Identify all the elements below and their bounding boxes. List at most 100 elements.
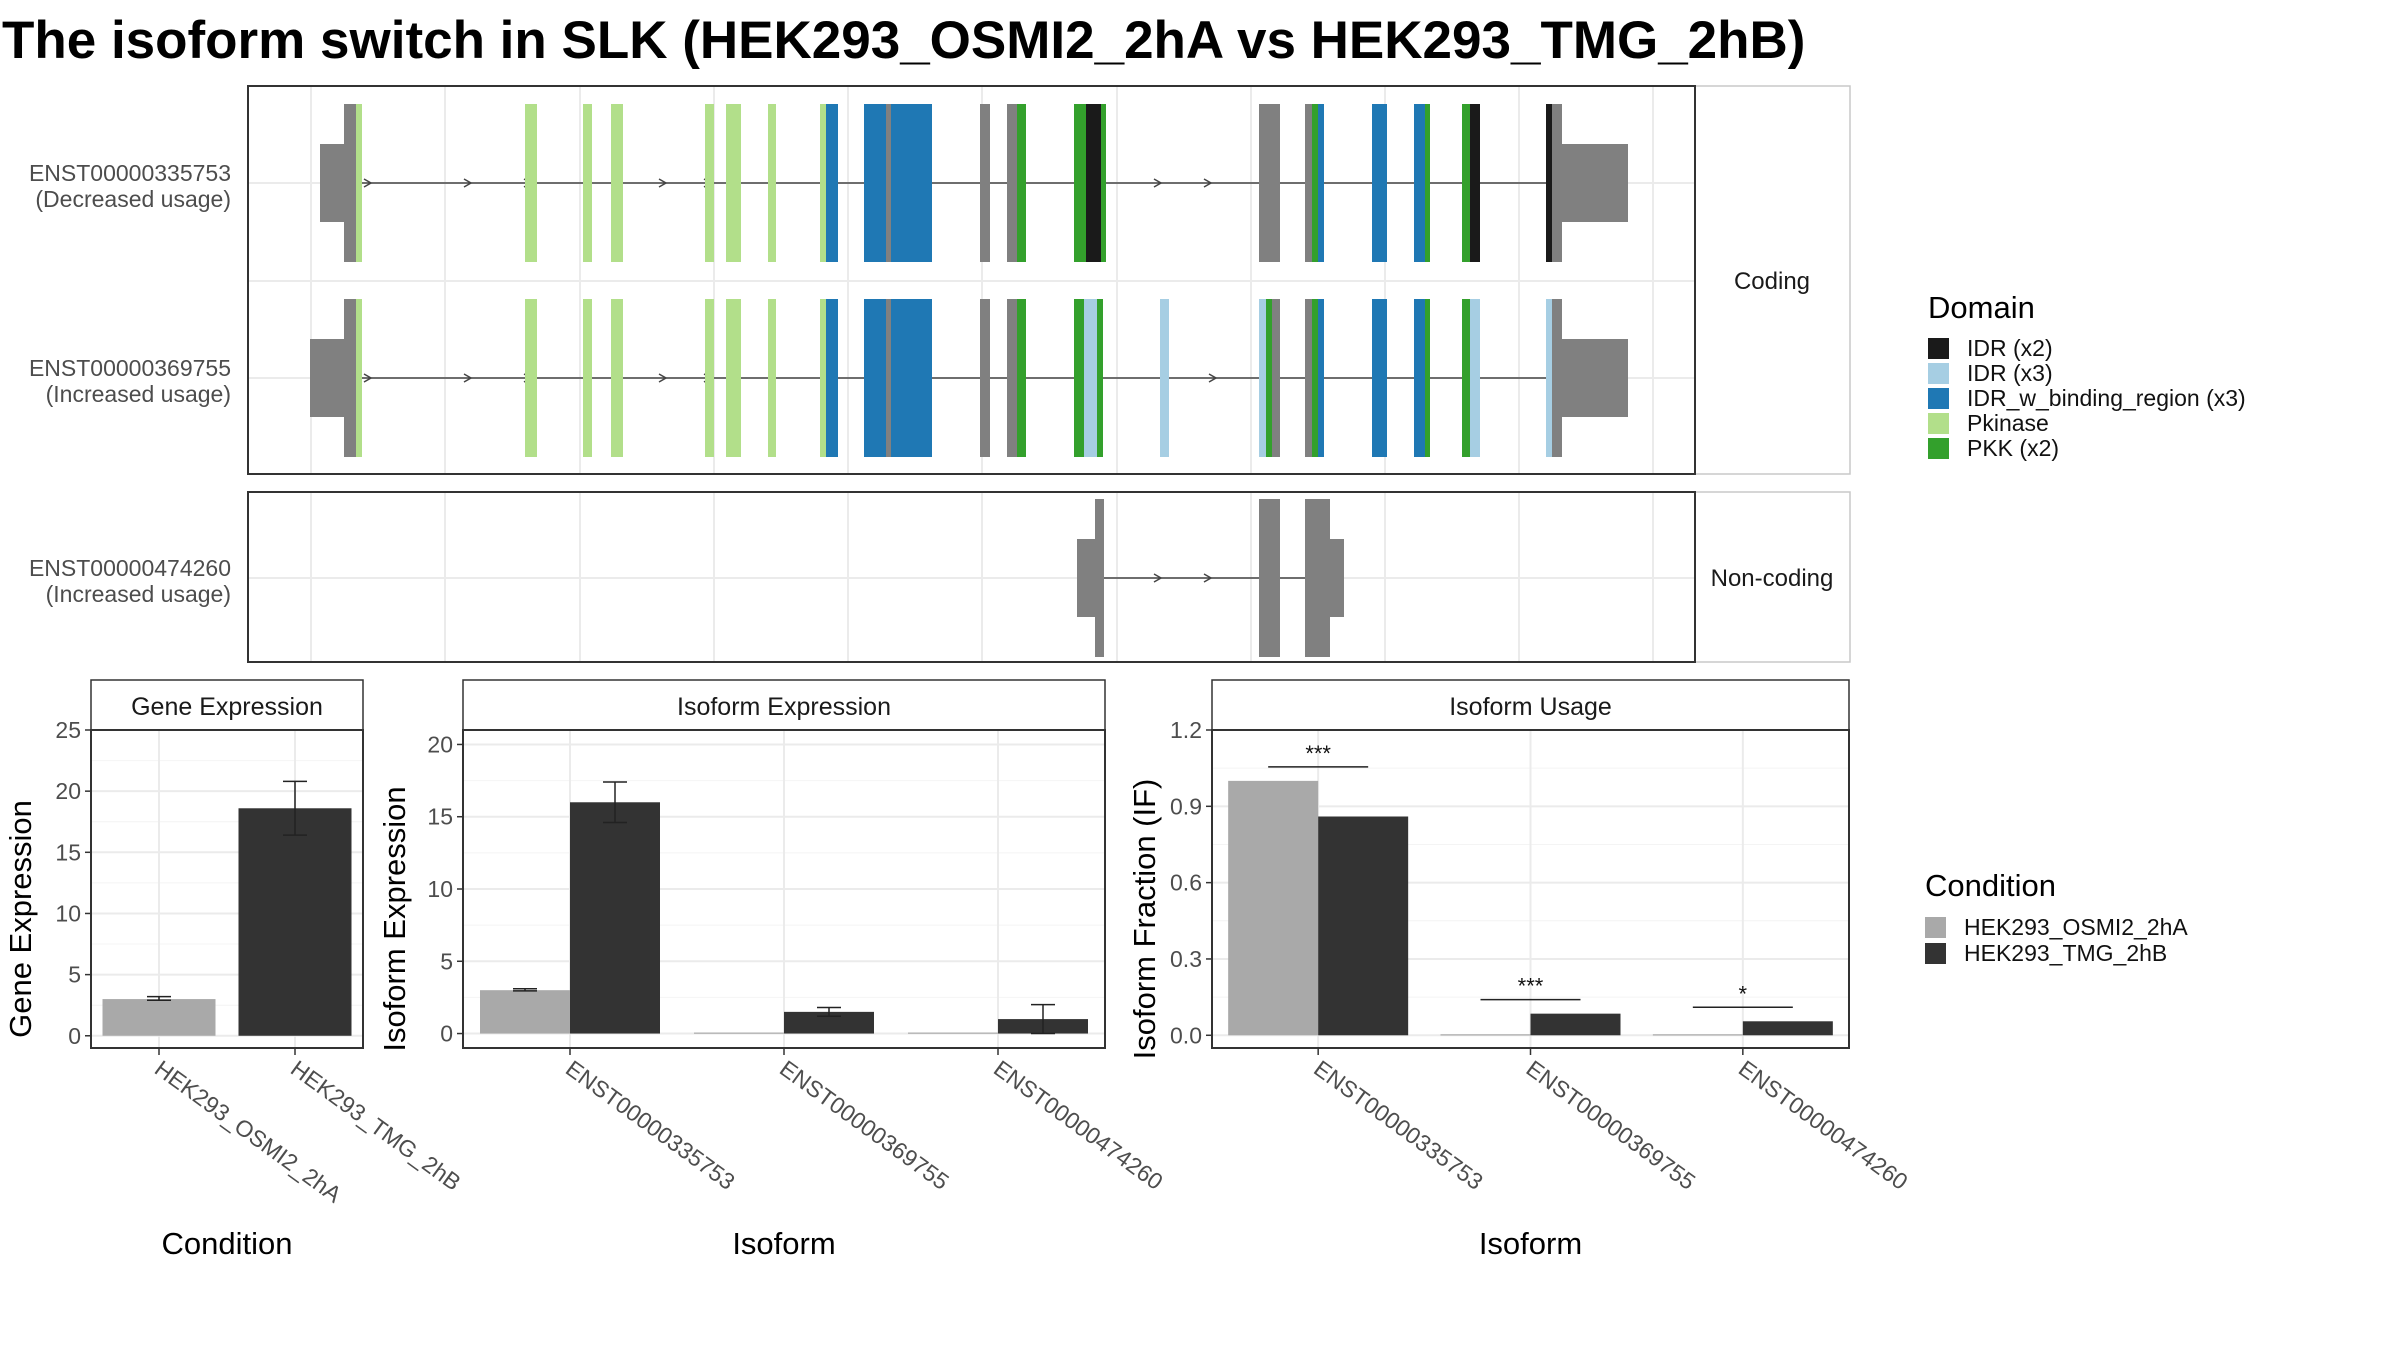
domain-pkk [1017,104,1026,262]
bar [1742,1021,1833,1036]
domain-idr-light [1546,299,1552,457]
y-tick-label: 10 [427,876,453,902]
isoform-expression-strip [462,679,1106,731]
exon-block [886,299,891,457]
domain-idr-binding [826,299,838,457]
utr-block [320,144,348,222]
domain-idr [1470,104,1480,262]
isoform-expression-title: Isoform Expression [677,693,891,721]
domain-pkinase [820,104,826,262]
bar [908,1032,998,1034]
condition-legend: Condition HEK293_OSMI2_2hA HEK293_TMG_2hB [1925,868,2188,966]
domain-pkinase [768,104,776,262]
domain-idr-binding [1372,104,1387,262]
utr-block [1562,339,1628,417]
domain-idr-light [1084,299,1097,457]
domain-pkk [1074,104,1086,262]
exon-block [1552,104,1562,262]
intron-direction-arrow [1203,573,1213,583]
isoform-expression-y-axis-title: Isoform Expression [377,786,412,1051]
condition-legend-label: HEK293_TMG_2hB [1964,939,2168,966]
domain-pkk [1266,299,1272,457]
domain-pkinase [705,104,714,262]
noncoding-strip-label: Non-coding [1711,565,1834,592]
gene-expression-x-axis-title: Condition [162,1226,293,1261]
domain-idr-binding [1372,299,1387,457]
domain-pkk [1097,299,1103,457]
domain-legend-label: IDR (x3) [1967,360,2053,386]
bar [570,802,660,1034]
intron-direction-arrow [363,373,373,383]
utr-block [310,339,348,417]
gene-expression-border [90,729,364,1049]
domain-legend-item: IDR_w_binding_region (x3) [1928,385,2246,411]
intron-direction-arrow [463,373,473,383]
y-tick-label: 0.9 [1170,793,1202,819]
domain-idr-binding [864,299,932,457]
isoform-usage-label: (Decreased usage) [35,186,231,212]
exon-block [1266,104,1280,262]
y-tick-label: 0.0 [1170,1022,1202,1048]
isoform-usage-y-axis-title: Isoform Fraction (IF) [1127,779,1162,1060]
exon-block [1007,299,1017,457]
domain-idr-binding [1414,104,1425,262]
domain-pkinase [356,299,362,457]
bar [694,1032,784,1034]
bar [784,1011,874,1034]
intron-direction-arrow [658,178,668,188]
y-tick-label: 20 [427,731,453,757]
condition-legend-item: HEK293_OSMI2_2hA [1925,914,2188,940]
bar [102,999,216,1036]
y-tick-label: 20 [55,778,81,804]
domain-legend-key [1928,413,1949,434]
condition-legend-item: HEK293_TMG_2hB [1925,940,2188,966]
condition-legend-key [1925,942,1946,964]
exon-block [1007,104,1017,262]
exon-block [1259,499,1280,657]
exon-block [1305,499,1330,657]
condition-legend-key [1925,916,1946,938]
gene-expression-title: Gene Expression [131,693,323,721]
domain-idr-light [1160,299,1169,457]
bar [480,990,570,1034]
domain-pkinase [525,299,537,457]
exon-block [1259,104,1266,262]
intron-direction-arrow [363,178,373,188]
domain-legend-label: IDR (x2) [1967,335,2053,361]
gene-expression-y-axis-title: Gene Expression [3,800,38,1038]
bar [1652,1034,1743,1036]
domain-pkk [1312,299,1318,457]
y-tick-label: 5 [440,948,453,974]
isoform-expression-x-axis-title: Isoform [732,1226,835,1261]
domain-idr-binding [864,104,932,262]
domain-legend-item: PKK (x2) [1928,435,2246,461]
isoform-label: ENST00000369755 [29,355,231,381]
domain-legend-key [1928,363,1949,384]
condition-legend-title: Condition [1925,868,2056,903]
domain-legend-item: Pkinase [1928,410,2246,436]
y-tick-label: 0.3 [1170,946,1202,972]
exon-block [344,104,356,262]
domain-legend-item: IDR (x3) [1928,360,2246,386]
domain-legend: Domain IDR (x2) IDR (x3) IDR_w_binding_reg… [1928,290,2246,461]
utr-block [1077,539,1098,617]
domain-pkinase [611,104,623,262]
x-tick-label: ENST00000369755 [775,1055,954,1195]
bar [1440,1034,1531,1036]
x-tick-label: ENST00000474260 [989,1055,1168,1195]
domain-idr-light [1259,299,1266,457]
exon-block [1552,299,1562,457]
domain-pkk [1017,299,1026,457]
condition-legend-label: HEK293_OSMI2_2hA [1964,913,2188,940]
utr-block [1330,539,1344,617]
coding-panel-border [247,85,1696,475]
isoform-usage-label: (Increased usage) [46,381,231,407]
y-tick-label: 0 [68,1023,81,1049]
domain-idr-light [1470,299,1480,457]
significance-label: *** [1518,974,1544,999]
domain-pkinase [820,299,826,457]
exon-block [980,104,990,262]
domain-pkk [1462,104,1470,262]
domain-legend-label: IDR_w_binding_region (x3) [1967,385,2246,411]
